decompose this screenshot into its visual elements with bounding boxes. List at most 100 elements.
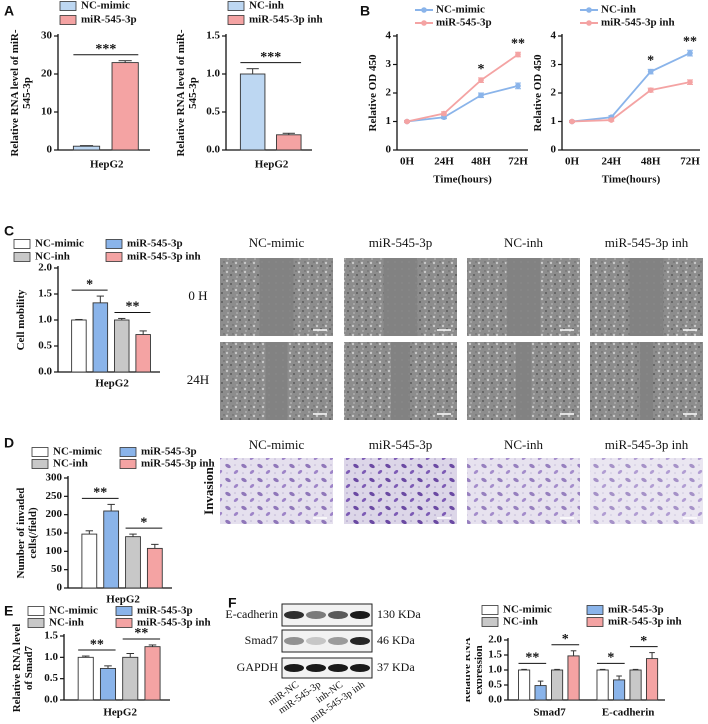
- x-tick-label: HepG2: [106, 594, 140, 606]
- significance-label: ***: [260, 50, 281, 65]
- blot-protein-label: GAPDH: [237, 660, 279, 674]
- bar: [613, 679, 626, 701]
- y-axis-title: Relative RNA level of miR-545-3p: [9, 29, 33, 157]
- legend-swatch: [27, 618, 45, 628]
- blot-band: [306, 637, 326, 645]
- blot-protein-label: E-cadherin: [225, 607, 278, 621]
- error-bar: [126, 652, 135, 658]
- y-tick-label: 0.0: [44, 694, 58, 706]
- panel-label: C: [4, 223, 14, 239]
- x-tick-label: HepG2: [103, 707, 137, 719]
- y-tick-label: 10: [41, 106, 53, 118]
- error-bar: [521, 668, 527, 670]
- x-tick-label: 0H: [400, 156, 415, 168]
- y-tick-label: 0.5: [44, 672, 58, 684]
- error-bar: [104, 665, 112, 669]
- significance-label: **: [525, 651, 539, 666]
- blot-protein-label: Smad7: [245, 633, 278, 647]
- legend-label: NC-mimic: [436, 4, 485, 16]
- significance-label: *: [607, 651, 614, 666]
- error-bar: [81, 655, 90, 658]
- bar: [518, 669, 531, 701]
- legend-label: miR-545-3p inh: [601, 17, 675, 29]
- legend-swatch: [586, 605, 604, 615]
- significance-label: *: [647, 54, 654, 69]
- y-tick-label: 1.0: [44, 651, 58, 663]
- error-bar: [554, 668, 560, 670]
- y-tick-label: 250: [46, 490, 63, 502]
- y-tick-label: 2: [386, 87, 392, 99]
- y-tick-label: 1: [551, 115, 557, 127]
- significance-label: **: [511, 36, 525, 51]
- y-tick-label: 3: [386, 58, 392, 70]
- image-column-label: NC-inh: [504, 437, 544, 452]
- legend-label: miR-545-3p inh: [249, 14, 323, 26]
- invasion-image: [590, 458, 703, 524]
- point: [478, 92, 484, 99]
- y-axis-title: Relative RNA expression: [466, 637, 482, 702]
- legend-label: miR-545-3p: [81, 14, 137, 26]
- point: [608, 117, 615, 123]
- point: [441, 110, 447, 117]
- y-tick-label: 0.5: [206, 106, 220, 118]
- y-tick-label: 0.0: [38, 366, 52, 378]
- y-tick-label: 2.0: [488, 634, 502, 646]
- error-bar: [537, 680, 544, 686]
- image-column-label: miR-545-3p inh: [605, 437, 689, 452]
- x-tick-label: HepG2: [90, 159, 124, 171]
- point: [404, 118, 410, 125]
- y-axis-title-text: Relative OD 450: [532, 54, 545, 132]
- blot-strip: [281, 657, 373, 679]
- image-row-label: 24H: [187, 372, 209, 387]
- x-tick-label: 48H: [471, 156, 491, 168]
- point: [647, 68, 654, 75]
- legend-swatch: [13, 239, 31, 249]
- significance-label: *: [140, 515, 147, 530]
- y-tick-label: 1.5: [38, 288, 52, 300]
- invasion-image: [220, 458, 333, 524]
- blot-band: [328, 611, 348, 619]
- legend-swatch: [31, 459, 49, 469]
- y-axis-title-text: Number of invaded cells(/field): [15, 487, 39, 579]
- error-bar: [570, 650, 577, 656]
- series-line: [406, 53, 519, 123]
- legend-label: miR-545-3p: [127, 238, 183, 250]
- wound-gap: [515, 342, 532, 420]
- blot-size-label: 130 KDa: [377, 607, 421, 621]
- significance-label: *: [640, 634, 647, 649]
- y-axis-title-text: Relative RNA level of miR-545-3p: [9, 29, 33, 157]
- bar: [629, 669, 642, 701]
- x-tick-label: 72H: [508, 156, 528, 168]
- y-tick-label: 1.5: [206, 30, 220, 42]
- blot-size-label: 46 KDa: [377, 633, 415, 647]
- point: [647, 87, 654, 93]
- y-tick-label: 1.0: [488, 664, 502, 676]
- image-row-label: 0 H: [188, 288, 207, 303]
- y-tick-label: 0.0: [206, 144, 220, 156]
- legend-swatch: [59, 15, 77, 25]
- y-tick-label: 1.0: [38, 314, 52, 326]
- image-column-label: miR-545-3p: [369, 235, 433, 250]
- blot-size-label: 37 KDa: [377, 660, 415, 674]
- blot-band: [328, 637, 348, 645]
- bar: [567, 655, 580, 701]
- blot-band: [350, 664, 370, 672]
- legend-label: NC-inh: [49, 617, 84, 629]
- x-tick-label: E-cadherin: [602, 707, 655, 719]
- series-line: [571, 52, 691, 123]
- bar: [72, 145, 101, 151]
- blot-band: [350, 637, 370, 645]
- legend-label: NC-inh: [249, 0, 284, 12]
- legend-label: NC-mimic: [53, 446, 102, 458]
- y-axis-title-text: Relative RNA level of miR-545-3p: [175, 29, 199, 157]
- x-tick-label: Smad7: [533, 707, 566, 719]
- legend-swatch: [115, 618, 133, 628]
- x-tick-label: 0H: [565, 156, 580, 168]
- y-axis-title: Cell mobility: [15, 290, 27, 351]
- y-axis-title: Relative RNA level of Smad7: [11, 624, 35, 713]
- legend-swatch: [481, 617, 499, 627]
- bar: [103, 510, 120, 589]
- legend-label: NC-inh: [601, 4, 636, 16]
- image-column-label: miR-545-3p inh: [605, 235, 689, 250]
- error-bar: [129, 533, 137, 537]
